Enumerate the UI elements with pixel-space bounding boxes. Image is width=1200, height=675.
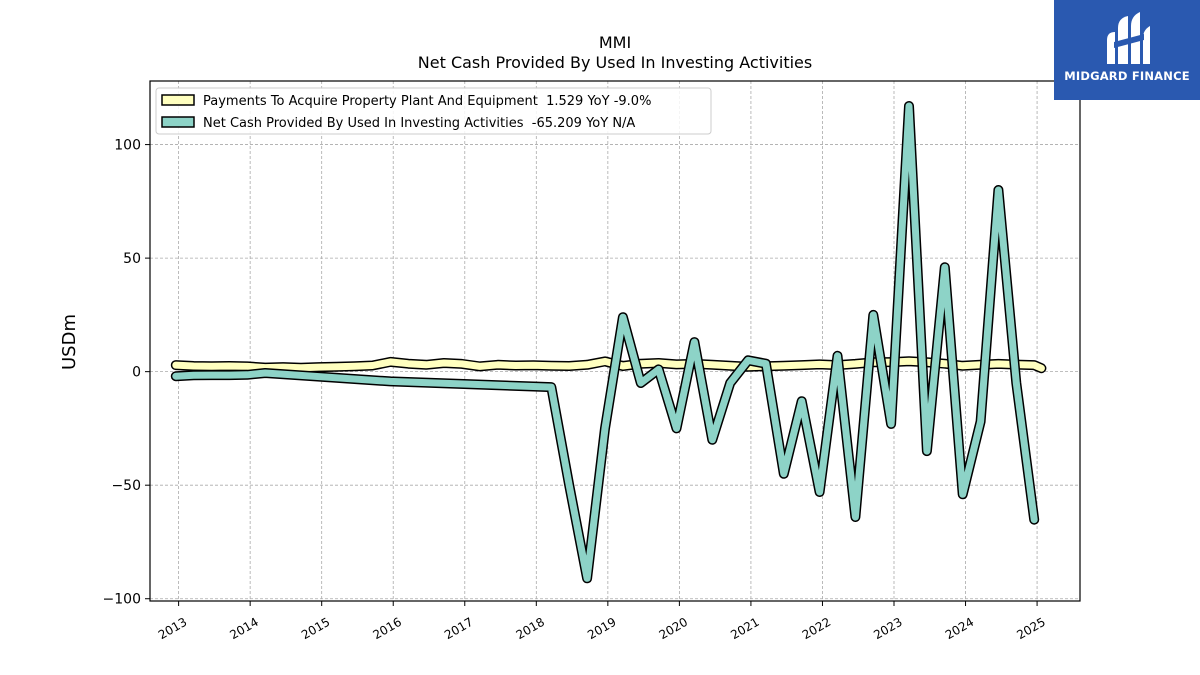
x-tick-label: 2023 <box>871 615 904 642</box>
x-tick-label: 2021 <box>728 615 761 642</box>
series-layer <box>170 101 1047 584</box>
x-tick-label: 2016 <box>371 615 404 642</box>
x-tick-label: 2013 <box>156 615 189 642</box>
legend-box <box>155 87 712 135</box>
x-tick-label: 2014 <box>227 615 260 642</box>
series-line-1 <box>172 102 1038 582</box>
chart-subtitle: Net Cash Provided By Used In Investing A… <box>418 53 812 72</box>
legend-label-capex: Payments To Acquire Property Plant And E… <box>203 94 651 109</box>
x-tick-label: 2024 <box>943 615 976 642</box>
y-tick-label: −50 <box>111 478 141 494</box>
x-tick-label: 2018 <box>514 615 547 642</box>
y-tick-label: −100 <box>103 592 141 608</box>
legend-swatch-capex <box>161 94 195 106</box>
y-tick-label: 100 <box>114 138 141 154</box>
y-tick-label: 50 <box>123 251 141 267</box>
x-tick-label: 2022 <box>800 615 833 642</box>
brand-logo: MIDGARD FINANCE <box>1054 0 1200 100</box>
plot-frame <box>149 80 1081 602</box>
legend-swatch-net-investing <box>161 116 195 128</box>
x-tick-label: 2017 <box>442 615 475 642</box>
y-tick-label: 0 <box>132 365 141 381</box>
logo-wordmark: MIDGARD FINANCE <box>1064 69 1190 83</box>
chart-title: MMI <box>599 33 631 52</box>
x-tick-label: 2025 <box>1014 615 1047 642</box>
legend-label-net-investing: Net Cash Provided By Used In Investing A… <box>203 116 635 131</box>
midgard-logo-icon <box>1107 12 1150 64</box>
y-axis-label: USDm <box>59 314 80 370</box>
legend: Payments To Acquire Property Plant And E… <box>155 87 712 135</box>
x-tick-label: 2015 <box>299 615 332 642</box>
x-tick-label: 2019 <box>585 615 618 642</box>
x-tick-label: 2020 <box>657 615 690 642</box>
